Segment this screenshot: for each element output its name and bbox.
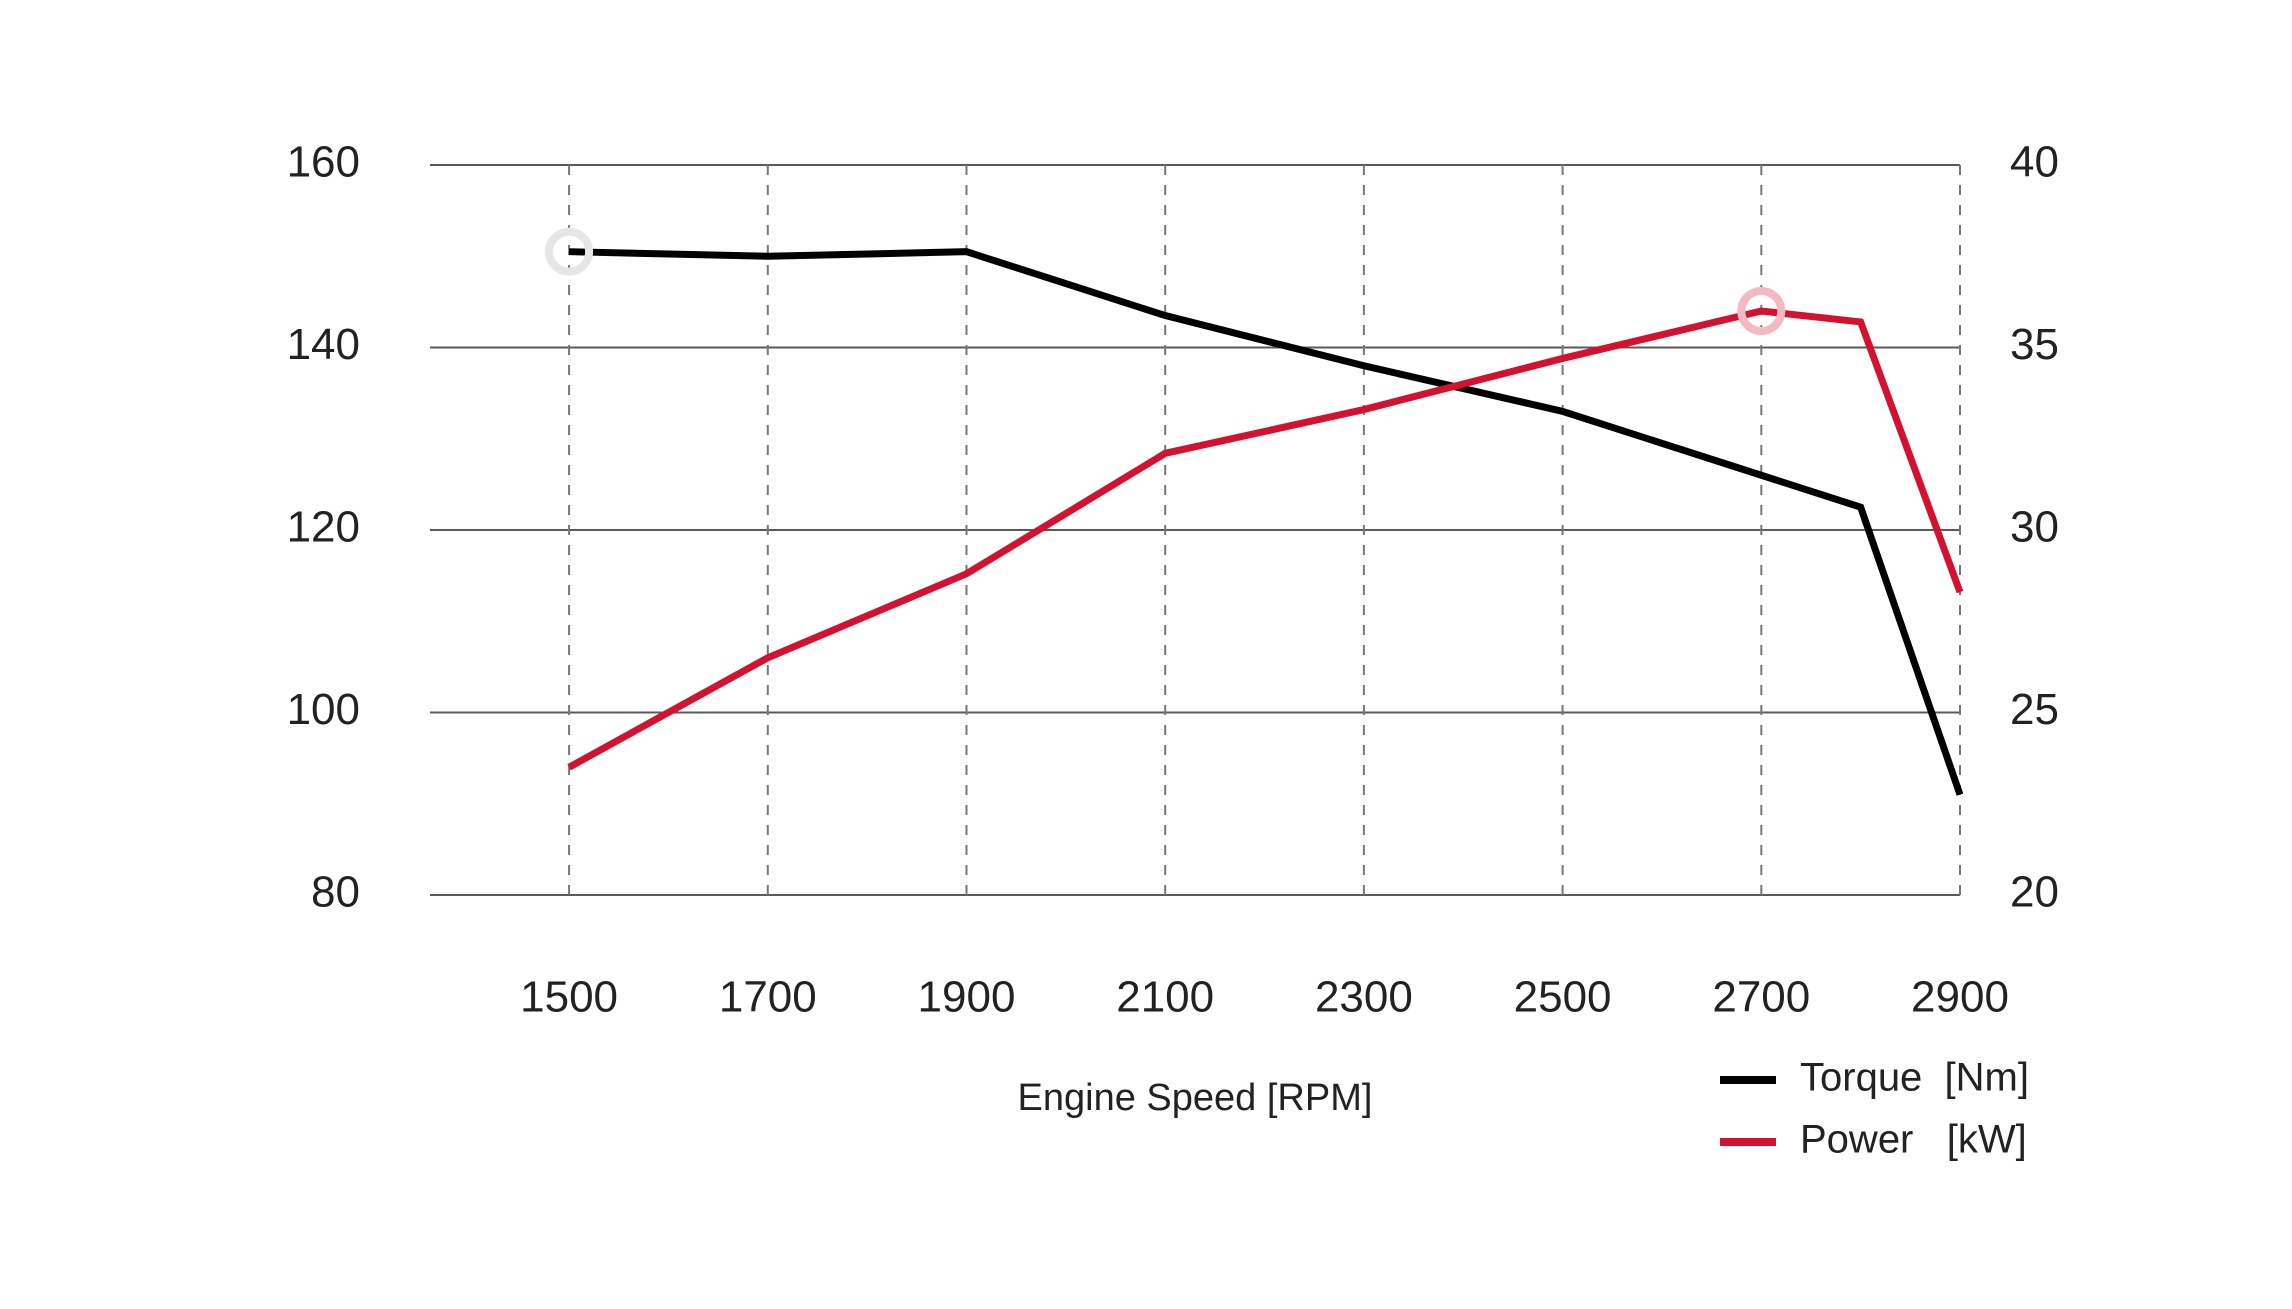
svg-text:25: 25 <box>2010 685 2059 734</box>
svg-text:100: 100 <box>287 685 360 734</box>
svg-text:160: 160 <box>287 138 360 187</box>
svg-text:30: 30 <box>2010 503 2059 552</box>
x-axis-label: Engine Speed [RPM] <box>1018 1077 1373 1119</box>
svg-text:1700: 1700 <box>719 973 817 1022</box>
svg-text:2100: 2100 <box>1116 973 1214 1022</box>
engine-performance-chart: 80 100 120 140 160 20 25 30 35 40 1500 1700 1900 2100… <box>0 0 2292 1309</box>
svg-text:2700: 2700 <box>1712 973 1810 1022</box>
svg-text:2900: 2900 <box>1911 973 2009 1022</box>
svg-text:35: 35 <box>2010 320 2059 369</box>
legend-label-power: Power [kW] <box>1800 1118 2027 1162</box>
svg-text:80: 80 <box>311 868 360 917</box>
legend-label-torque: Torque [Nm] <box>1800 1056 2029 1100</box>
svg-text:40: 40 <box>2010 138 2059 187</box>
svg-text:20: 20 <box>2010 868 2059 917</box>
svg-text:140: 140 <box>287 320 360 369</box>
svg-text:1900: 1900 <box>918 973 1016 1022</box>
svg-text:2500: 2500 <box>1514 973 1612 1022</box>
svg-text:2300: 2300 <box>1315 973 1413 1022</box>
svg-text:120: 120 <box>287 503 360 552</box>
svg-text:1500: 1500 <box>520 973 618 1022</box>
